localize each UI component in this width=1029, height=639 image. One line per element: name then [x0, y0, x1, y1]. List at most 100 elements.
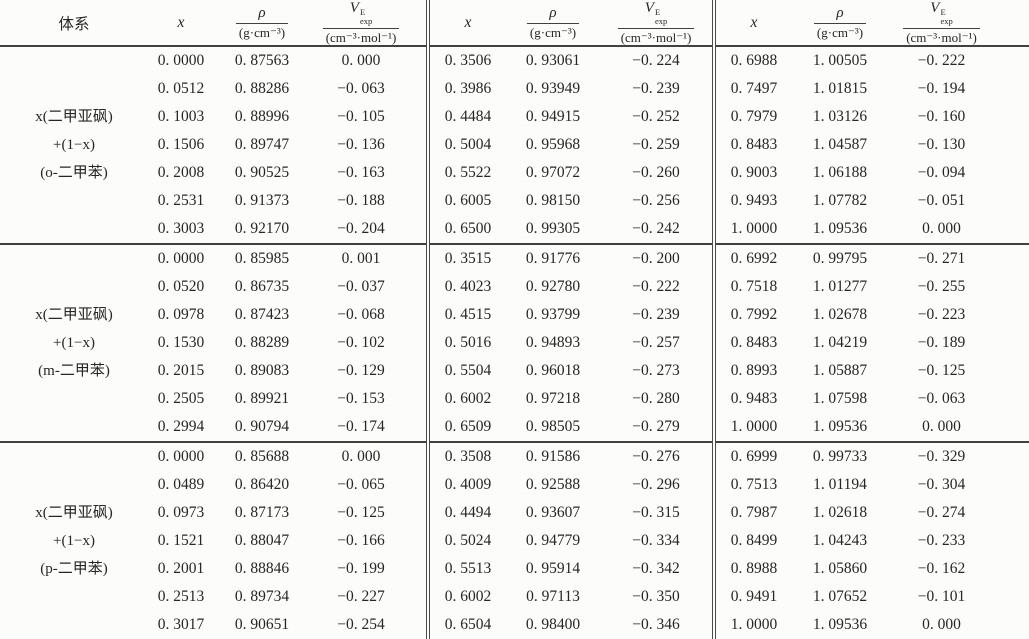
- value-cell-g2-r5-c2: 0. 89083: [234, 362, 290, 380]
- vexp-unit: (cm⁻³·mol⁻¹): [322, 27, 400, 45]
- value-cell-g3-r4-c6: −0. 334: [632, 532, 680, 550]
- system-label-line: +(1−x): [53, 335, 95, 352]
- table-row-g3-r5: 0. 2001 0. 88846 −0. 199 0. 5513 0. 95914 −0.…: [0, 555, 1029, 584]
- value-cell-g3-r7-c8: 1. 09536: [812, 616, 868, 634]
- value-cell-g2-r5-c3: −0. 129: [337, 362, 385, 380]
- value-cell-g1-r6-c2: 0. 91373: [234, 192, 290, 210]
- value-cell-g1-r2-c2: 0. 88286: [234, 80, 290, 98]
- value-cell-g2-r3-c8: 1. 02678: [812, 306, 868, 324]
- system-label-line: +(1−x): [53, 533, 95, 550]
- value-cell-g1-r1-c1: 0. 0000: [157, 52, 205, 70]
- value-cell-g2-r1-c6: −0. 200: [600, 243, 714, 274]
- value-cell-g1-r5-c6: −0. 260: [632, 164, 680, 182]
- value-cell-g1-r4-c1: 0. 1506: [157, 136, 205, 154]
- value-cell-g3-r6-c7: 0. 9491: [712, 583, 792, 612]
- x-symbol: x: [464, 13, 472, 31]
- value-cell-g3-r6-c2: 0. 89734: [234, 588, 290, 606]
- value-cell-g3-r7-c3: −0. 254: [337, 616, 385, 634]
- value-cell-g2-r7-c4: 0. 6509: [426, 413, 506, 443]
- rho-symbol: ρ: [549, 4, 557, 21]
- table-row-g3-r3: 0. 0973 0. 87173 −0. 125 0. 4494 0. 93607 −0.…: [0, 499, 1029, 528]
- value-cell-g2-r4-c1: 0. 1530: [157, 334, 205, 352]
- system-label-line: x(二甲亚砜): [35, 307, 113, 324]
- system-label-line: x(二甲亚砜): [35, 109, 113, 126]
- value-cell-g2-r5-c9: −0. 125: [917, 362, 966, 380]
- value-cell-g1-r5-c3: −0. 163: [337, 164, 385, 182]
- value-cell-g1-r6-c1: 0. 2531: [157, 192, 205, 210]
- value-cell-g3-r5-c6: −0. 342: [632, 560, 680, 578]
- value-cell-g2-r7-c8: 1. 09536: [812, 418, 868, 436]
- rho-unit: (g·cm⁻³): [813, 23, 867, 40]
- value-cell-g3-r6-c8: 1. 07652: [812, 588, 868, 606]
- value-cell-g1-r1-c5: 0. 93061: [525, 52, 581, 70]
- value-cell-g2-r4-c9: −0. 189: [917, 334, 966, 352]
- vexp-unit: (cm⁻³·mol⁻¹): [617, 27, 695, 45]
- value-cell-g2-r4-c5: 0. 94893: [525, 334, 581, 352]
- value-cell-g3-r3-c6: −0. 315: [632, 504, 680, 522]
- value-cell-g2-r3-c9: −0. 223: [917, 306, 966, 324]
- header-rho-group1: ρ (g·cm⁻³): [214, 0, 310, 48]
- value-cell-g2-r7-c3: −0. 174: [337, 418, 385, 436]
- value-cell-g2-r5-c5: 0. 96018: [525, 362, 581, 380]
- table-row-g3-r6: 0. 2513 0. 89734 −0. 227 0. 6002 0. 97113 −0.…: [0, 583, 1029, 612]
- value-cell-g1-r4-c6: −0. 259: [632, 136, 680, 154]
- value-cell-g1-r5-c2: 0. 90525: [234, 164, 290, 182]
- value-cell-g2-r4-c6: −0. 257: [632, 334, 680, 352]
- value-cell-g2-r6-c1: 0. 2505: [157, 390, 205, 408]
- value-cell-g3-r5-c9: −0. 162: [917, 560, 966, 578]
- value-cell-g1-r1-c9: −0. 222: [917, 52, 966, 70]
- v-subscript: exp: [359, 15, 373, 26]
- value-cell-g2-r2-c6: −0. 222: [632, 278, 680, 296]
- value-cell-g2-r1-c2: 0. 85985: [214, 243, 310, 274]
- value-cell-g3-r5-c1: 0. 2001: [157, 560, 205, 578]
- value-cell-g1-r2-c8: 1. 01815: [812, 80, 868, 98]
- x-symbol: x: [177, 13, 185, 31]
- value-cell-g2-r3-c6: −0. 239: [632, 306, 680, 324]
- value-cell-g3-r2-c6: −0. 296: [632, 476, 680, 494]
- value-cell-g1-r3-c6: −0. 252: [632, 108, 680, 126]
- system-label-line: +(1−x): [53, 137, 95, 154]
- value-cell-g2-r3-c1: 0. 0978: [157, 306, 205, 324]
- value-cell-g3-r7-c2: 0. 90651: [234, 616, 290, 634]
- v-letter: V: [349, 0, 359, 16]
- value-cell-g3-r4-c2: 0. 88047: [234, 532, 290, 550]
- value-cell-g1-r3-c7: 0. 7979: [712, 103, 792, 132]
- value-cell-g3-r3-c2: 0. 87173: [234, 504, 290, 522]
- value-cell-g1-r6-c3: −0. 188: [337, 192, 385, 210]
- value-cell-g3-r1-c2: 0. 85688: [214, 441, 310, 472]
- value-cell-g2-r7-c5: 0. 98505: [525, 418, 581, 436]
- value-cell-g2-r5-c6: −0. 273: [632, 362, 680, 380]
- value-cell-g1-r4-c7: 0. 8483: [712, 131, 792, 160]
- table-row-g2-r6: 0. 2505 0. 89921 −0. 153 0. 6002 0. 97218 −0.…: [0, 385, 1029, 414]
- value-cell-g1-r6-c8: 1. 07782: [812, 192, 868, 210]
- value-cell-g1-r7-c9: 0. 000: [922, 220, 961, 238]
- value-cell-g3-r1-c7: 0. 6999: [712, 441, 792, 472]
- table-row-g1-r1: x(二甲亚砜) +(1−x) (o-二甲苯) 0. 0000 0. 87563 0. 00…: [0, 46, 1029, 181]
- value-cell-g2-r2-c9: −0. 255: [917, 278, 966, 296]
- value-cell-g3-r2-c2: 0. 86420: [234, 476, 290, 494]
- value-cell-g3-r3-c9: −0. 274: [917, 504, 966, 522]
- table-row-g1-r6: 0. 2531 0. 91373 −0. 188 0. 6005 0. 98150 −0.…: [0, 187, 1029, 216]
- system-label-group2: x(二甲亚砜) +(1−x) (m-二甲苯): [0, 243, 148, 443]
- value-cell-g2-r1-c3: 0. 001: [310, 243, 428, 274]
- value-cell-g1-r6-c4: 0. 6005: [426, 187, 506, 216]
- v-superscript: E: [940, 7, 946, 17]
- value-cell-g1-r2-c1: 0. 0512: [157, 80, 205, 98]
- value-cell-g1-r1-c6: −0. 224: [632, 52, 680, 70]
- value-cell-g1-r1-c3: 0. 000: [341, 52, 381, 70]
- value-cell-g3-r5-c2: 0. 88846: [234, 560, 290, 578]
- value-cell-g3-r5-c8: 1. 05860: [812, 560, 868, 578]
- value-cell-g2-r1-c9: −0. 271: [888, 243, 1029, 274]
- table-row-g2-r7: 0. 2994 0. 90794 −0. 174 0. 6509 0. 98505 −0.…: [0, 413, 1029, 443]
- x-symbol: x: [750, 13, 758, 31]
- system-label-group1: x(二甲亚砜) +(1−x) (o-二甲苯): [0, 46, 148, 244]
- rho-fraction: ρ (g·cm⁻³): [526, 4, 580, 41]
- value-cell-g1-r7-c6: −0. 242: [632, 220, 680, 238]
- value-cell-g3-r2-c3: −0. 065: [337, 476, 385, 494]
- value-cell-g2-r7-c6: −0. 279: [632, 418, 680, 436]
- value-cell-g1-r4-c2: 0. 89747: [234, 136, 290, 154]
